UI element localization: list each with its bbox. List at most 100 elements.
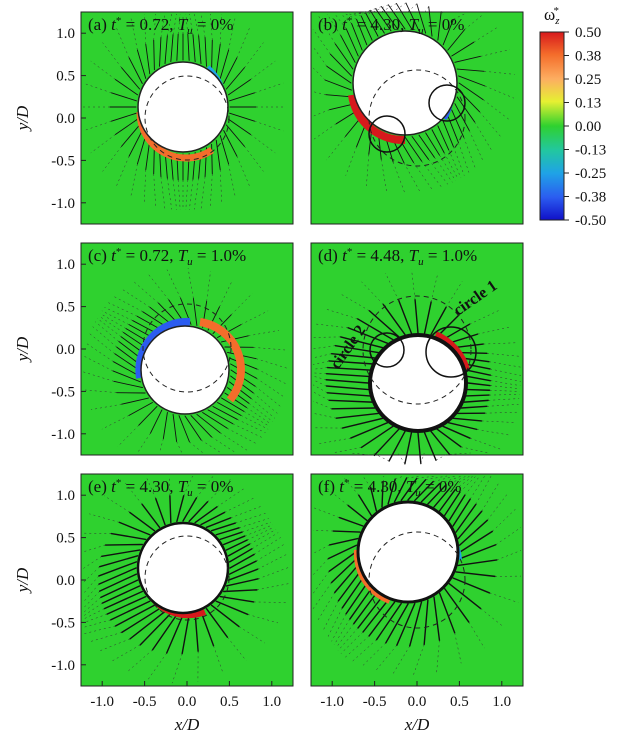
vector-line <box>447 421 478 431</box>
vector-line <box>192 34 196 63</box>
vector-line <box>338 516 364 527</box>
vector-line <box>109 600 151 621</box>
panel-b-title: (b) t* = 4.30, Tu = 0% <box>318 15 464 37</box>
vector-line <box>447 333 479 345</box>
vector-line-faint <box>312 91 326 95</box>
vector-line-faint <box>416 475 436 479</box>
vector-line-faint <box>392 645 410 676</box>
vector-line <box>202 412 228 429</box>
y-tick-label: 0.5 <box>56 531 75 547</box>
vector-line <box>210 604 240 628</box>
vector-line <box>121 67 141 90</box>
vector-line-faint <box>114 296 143 312</box>
vector-line <box>447 29 466 51</box>
vector-line <box>437 125 450 151</box>
vector-line-faint <box>484 71 515 75</box>
vector-line-faint <box>486 404 519 407</box>
vector-line-faint <box>254 537 281 555</box>
vector-line <box>357 596 383 629</box>
vector-line <box>458 544 497 560</box>
vector-line <box>427 484 447 505</box>
vector-line <box>405 2 420 32</box>
panel-e-vector-field <box>82 475 290 684</box>
x-tick-label: 1.0 <box>262 694 281 710</box>
vector-line-faint <box>248 330 280 337</box>
vector-line <box>110 112 137 122</box>
vector-line <box>423 599 429 646</box>
vector-line-faint <box>253 392 278 414</box>
vector-line <box>420 482 441 503</box>
panel-a-title: (a) t* = 0.72, Tu = 0% <box>88 15 233 37</box>
vector-line-faint <box>490 374 521 382</box>
y-tick-label: -0.5 <box>51 615 75 631</box>
vector-line-faint <box>395 475 404 480</box>
vector-line-faint <box>171 653 183 684</box>
vector-line-faint <box>455 475 474 490</box>
vector-line-faint <box>486 353 520 357</box>
vector-line-faint <box>337 627 359 651</box>
vector-line <box>227 543 251 557</box>
vector-line-faint <box>189 13 194 35</box>
vector-line <box>368 310 400 338</box>
vector-line-faint <box>350 452 375 456</box>
vector-line-faint <box>251 532 279 550</box>
vector-line-faint <box>247 526 275 541</box>
vector-line-faint <box>177 179 181 210</box>
vector-line <box>368 601 396 637</box>
vector-line <box>225 124 245 147</box>
vector-line-faint <box>219 279 233 307</box>
vector-line-faint <box>312 582 332 610</box>
vector-line-faint <box>464 13 484 30</box>
y-tick-label: 1.0 <box>56 257 75 273</box>
vector-line <box>225 578 259 587</box>
vector-line <box>128 402 153 416</box>
vector-line-faint <box>345 635 370 658</box>
vector-line <box>326 65 352 84</box>
vector-line-faint <box>317 15 336 44</box>
vector-line <box>433 486 452 508</box>
colorbar: ωz* 0.50 0.38 0.25 0.13 0.00 -0.13 -0.25 -0.38 -… <box>539 5 606 229</box>
vector-line-faint <box>362 475 371 488</box>
vector-line <box>411 136 430 160</box>
vector-line <box>110 92 137 102</box>
vector-line <box>456 96 476 123</box>
vector-line <box>219 135 230 165</box>
vector-line-faint <box>250 134 276 154</box>
y-tick-label: -0.5 <box>51 153 75 169</box>
vector-line-faint <box>450 475 471 488</box>
vector-line-faint <box>326 13 341 36</box>
vector-line-faint <box>207 479 231 502</box>
vector-line-faint <box>249 529 277 545</box>
vector-line <box>145 139 151 171</box>
vector-line-faint <box>102 42 122 68</box>
vector-line <box>100 579 139 599</box>
panel-f-vector-field <box>312 475 522 676</box>
vector-line-faint <box>104 307 133 321</box>
vector-line <box>227 118 252 135</box>
vector-line <box>455 503 477 533</box>
vector-line-faint <box>90 403 122 410</box>
vector-line <box>416 3 427 34</box>
vector-line <box>335 412 380 419</box>
vector-line-faint <box>108 302 138 317</box>
vector-line-faint <box>362 6 382 15</box>
vector-line-faint <box>166 269 181 299</box>
vector-line <box>212 406 238 420</box>
vector-line-faint <box>475 475 492 505</box>
vector-line <box>442 323 471 341</box>
vector-line-faint <box>342 475 359 496</box>
colorbar-ticks: 0.50 0.38 0.25 0.13 0.00 -0.13 -0.25 -0.38 -0.50 <box>564 25 606 229</box>
vector-line <box>194 506 218 524</box>
vector-line <box>118 521 151 536</box>
vector-line-faint <box>449 452 471 455</box>
vector-line-faint <box>84 389 117 393</box>
vector-line <box>229 553 255 569</box>
vector-line <box>229 112 256 122</box>
vector-line <box>327 544 358 560</box>
vector-line <box>184 415 202 441</box>
vector-line-faint <box>488 398 520 401</box>
colorbar-tick-label: -0.25 <box>575 166 606 182</box>
vector-line <box>169 495 172 524</box>
vector-line-faint <box>448 149 462 178</box>
vector-line-faint <box>153 173 156 207</box>
